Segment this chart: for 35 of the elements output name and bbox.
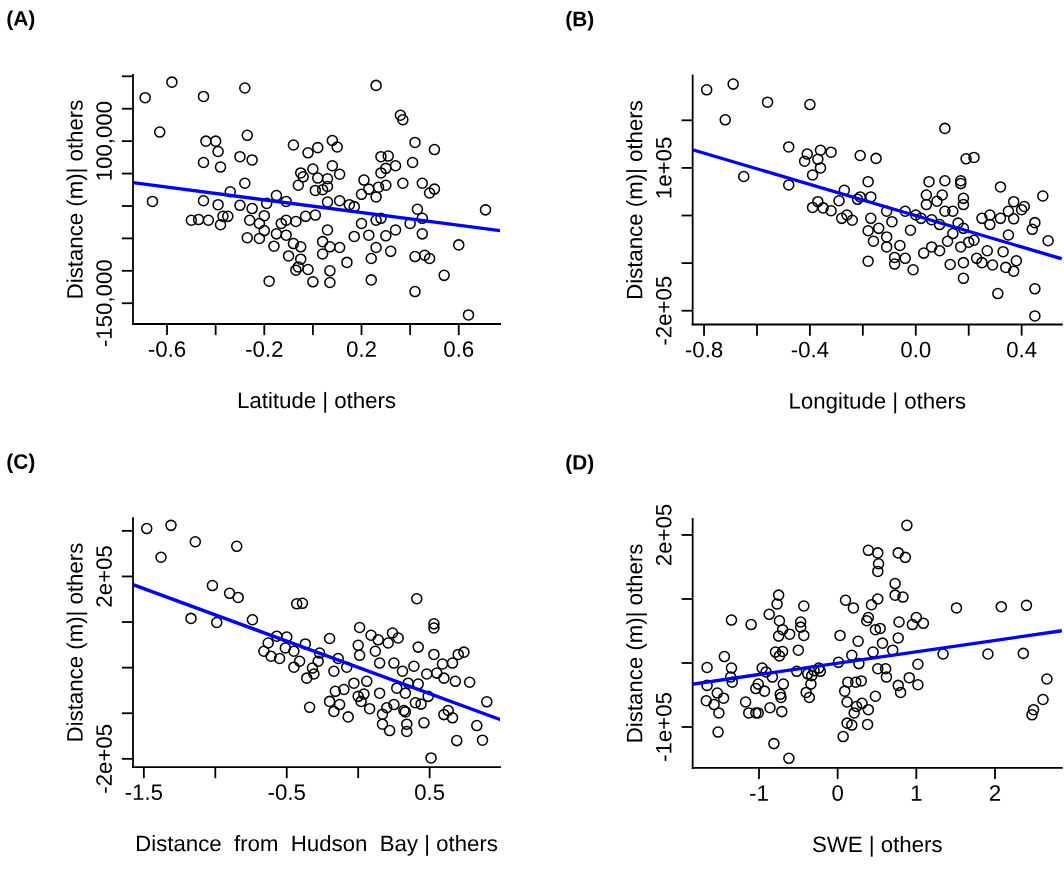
- x-tick-label: 0.4: [1007, 341, 1037, 358]
- y-tick-label: 100,000: [96, 101, 115, 180]
- y-tick-label: -150,000: [96, 260, 115, 347]
- chart-title: (A): [7, 10, 35, 30]
- y-tick-label: 1e+05: [655, 137, 672, 198]
- x-tick-label: -0.4: [791, 341, 829, 358]
- x-tick-label: -0.6: [148, 341, 186, 357]
- x-tick-label: 0.2: [346, 341, 376, 357]
- y-axis-title: Distance (m)| others: [66, 543, 88, 741]
- x-tick-label: -0.5: [268, 784, 305, 801]
- chart-title: (B): [566, 11, 594, 31]
- x-tick-label: 0.6: [444, 341, 474, 357]
- x-tick-label: 0.5: [415, 784, 445, 801]
- y-tick-label: -1e+05: [655, 693, 672, 761]
- x-axis-title: Longitude | others: [790, 392, 966, 414]
- x-tick-label: 0.0: [901, 341, 931, 358]
- x-tick-label: 2: [989, 785, 1001, 801]
- x-tick-label: -1.5: [125, 784, 163, 801]
- x-axis-title: SWE | others: [813, 835, 942, 857]
- x-tick-label: -0.2: [246, 341, 283, 357]
- x-axis-title: Latitude | others: [238, 391, 396, 413]
- x-tick-label: -1: [750, 785, 768, 801]
- y-axis-title: Distance (m)| others: [66, 100, 88, 298]
- x-tick-label: 0: [832, 785, 843, 801]
- chart-title: (D): [566, 454, 594, 474]
- y-tick-label: 2e+05: [96, 546, 112, 607]
- y-tick-label: -2e+05: [96, 724, 112, 793]
- x-axis-title: Distance from Hudson Bay | others: [137, 834, 498, 856]
- y-axis-title: Distance (m)| others: [626, 101, 647, 299]
- y-axis-title: Distance (m)| others: [626, 544, 647, 742]
- x-tick-label: -0.8: [685, 341, 723, 358]
- y-tick-label: 2e+05: [655, 504, 672, 566]
- chart-title: (C): [7, 453, 35, 474]
- y-tick-label: -2e+05: [655, 276, 672, 345]
- x-tick-label: 1: [911, 785, 922, 801]
